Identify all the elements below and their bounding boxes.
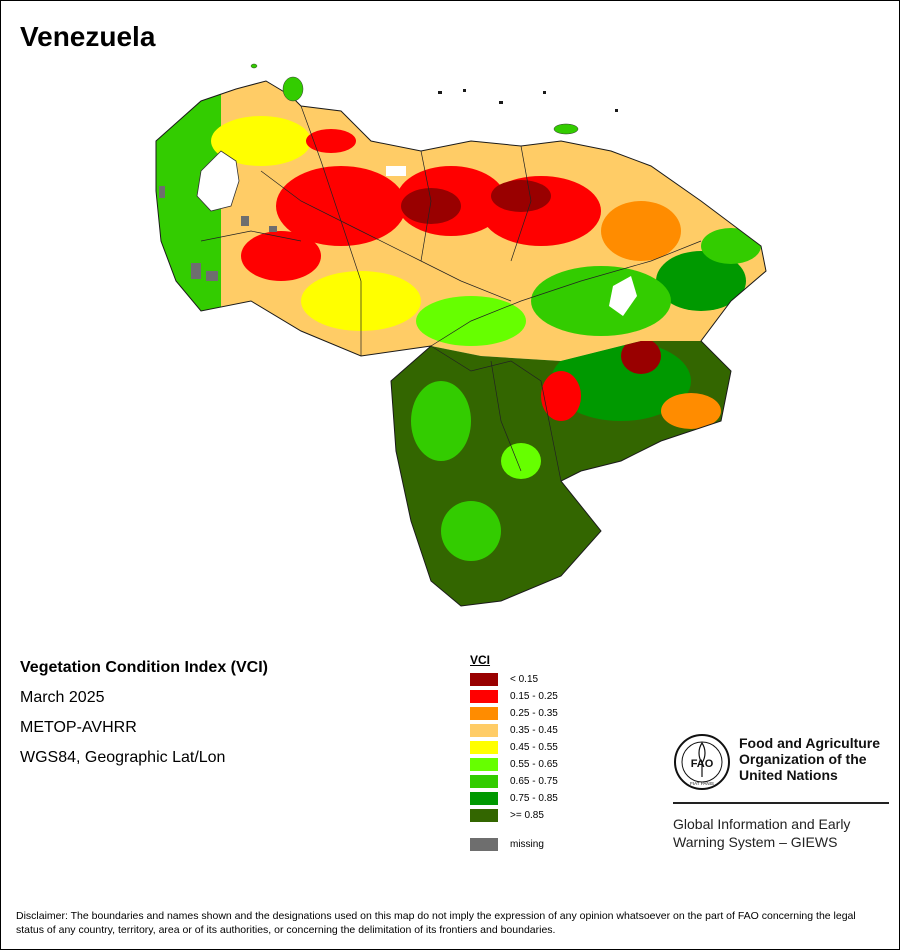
legend-swatch xyxy=(470,741,498,754)
legend-item: 0.15 - 0.25 xyxy=(470,688,558,705)
legend-label: < 0.15 xyxy=(510,674,539,685)
legend-classes: < 0.15 0.15 - 0.25 0.25 - 0.35 0.35 - 0.45 0… xyxy=(470,671,558,824)
legend-missing: missing xyxy=(470,836,558,853)
legend-label: 0.45 - 0.55 xyxy=(510,742,558,753)
legend-label: 0.25 - 0.35 xyxy=(510,708,558,719)
country-border xyxy=(155,80,767,607)
legend-label-missing: missing xyxy=(510,839,544,850)
map-info: Vegetation Condition Index (VCI) March 2… xyxy=(20,657,268,777)
fao-logo-text: FAO xyxy=(691,758,714,770)
legend-title: VCI xyxy=(470,653,491,667)
legend-swatch xyxy=(470,792,498,805)
legend-label: 0.75 - 0.85 xyxy=(510,793,558,804)
legend-item: 0.25 - 0.35 xyxy=(470,705,558,722)
legend: VCI < 0.15 0.15 - 0.25 0.25 - 0.35 0.35 - 0… xyxy=(470,653,558,853)
fao-logo-motto: FIAT PANIS xyxy=(690,781,714,786)
vci-map xyxy=(155,63,767,607)
legend-label: 0.35 - 0.45 xyxy=(510,725,558,736)
legend-swatch xyxy=(470,724,498,737)
legend-swatch xyxy=(470,673,498,686)
legend-item: 0.35 - 0.45 xyxy=(470,722,558,739)
no-data-patches xyxy=(386,166,637,316)
state-boundaries xyxy=(200,105,702,482)
legend-item: >= 0.85 xyxy=(470,807,558,824)
legend-item: 0.55 - 0.65 xyxy=(470,756,558,773)
legend-label: 0.15 - 0.25 xyxy=(510,691,558,702)
islands xyxy=(250,63,579,135)
disclaimer: Disclaimer: The boundaries and names sho… xyxy=(16,910,856,936)
islets xyxy=(438,89,618,112)
legend-item: 0.65 - 0.75 xyxy=(470,773,558,790)
missing-data-patches xyxy=(159,186,277,281)
legend-label: 0.65 - 0.75 xyxy=(510,776,558,787)
fao-divider xyxy=(673,802,889,804)
legend-label: 0.55 - 0.65 xyxy=(510,759,558,770)
lake-maracaibo xyxy=(196,150,240,212)
map-title: Venezuela xyxy=(20,21,156,52)
legend-item: 0.45 - 0.55 xyxy=(470,739,558,756)
organization-name: Food and Agriculture Organization of the… xyxy=(739,735,881,783)
legend-swatch xyxy=(470,809,498,822)
legend-swatch xyxy=(470,775,498,788)
map-period: March 2025 xyxy=(20,689,105,706)
giews-name: Global Information and Early Warning Sys… xyxy=(673,816,851,850)
legend-swatch-missing xyxy=(470,838,498,851)
legend-item: < 0.15 xyxy=(470,671,558,688)
legend-swatch xyxy=(470,707,498,720)
legend-swatch xyxy=(470,690,498,703)
legend-item: 0.75 - 0.85 xyxy=(470,790,558,807)
fao-logo-icon: FAO FIAT PANIS xyxy=(674,734,730,790)
legend-label: >= 0.85 xyxy=(510,810,544,821)
legend-swatch xyxy=(470,758,498,771)
index-name: Vegetation Condition Index (VCI) xyxy=(20,659,268,676)
map-sensor: METOP-AVHRR xyxy=(20,719,137,736)
map-projection: WGS84, Geographic Lat/Lon xyxy=(20,749,226,766)
